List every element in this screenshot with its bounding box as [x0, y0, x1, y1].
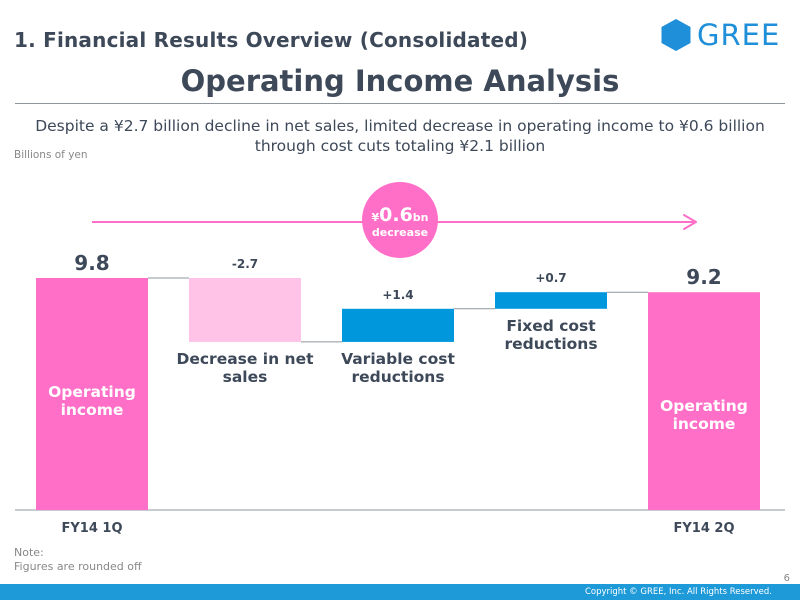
bar-inner-label: Operating	[660, 397, 748, 415]
subtitle-line-2: through cost cuts totaling ¥2.1 billion	[254, 137, 546, 155]
bar-3	[342, 308, 454, 342]
bar-5	[648, 292, 760, 510]
arrow-head-icon	[683, 214, 697, 230]
category-label: reductions	[351, 368, 444, 386]
bar-inner-label: Operating	[48, 383, 136, 401]
data-label-delta: +1.4	[382, 288, 413, 302]
bar-1	[36, 278, 148, 510]
hexagon-logo-icon	[661, 19, 691, 51]
footer-bar: Copyright © GREE, Inc. All Rights Reserv…	[0, 584, 800, 600]
bar-2	[189, 278, 301, 342]
footnote-title: Note:	[14, 546, 44, 559]
category-label: Fixed cost	[506, 317, 596, 335]
category-label: sales	[223, 368, 268, 386]
data-label-total: 9.2	[686, 265, 721, 289]
copyright: Copyright © GREE, Inc. All Rights Reserv…	[584, 587, 772, 597]
category-label: Decrease in net	[176, 350, 314, 368]
brand-name: GREE	[697, 18, 781, 52]
category-label: Variable cost	[341, 350, 455, 368]
page-title: Operating Income Analysis	[180, 64, 620, 98]
category-label: reductions	[504, 335, 597, 353]
bar-inner-label: income	[673, 415, 736, 433]
subtitle-line-1: Despite a ¥2.7 billion decline in net sa…	[35, 117, 765, 135]
x-tick-label: FY14 1Q	[61, 521, 122, 536]
section-title: 1. Financial Results Overview (Consolida…	[14, 28, 529, 52]
bar-inner-label: income	[61, 401, 124, 419]
decrease-label: decrease	[372, 226, 428, 239]
data-label-total: 9.8	[74, 251, 109, 275]
unit-label: Billions of yen	[14, 149, 88, 161]
decrease-amount: ¥0.6bn	[371, 204, 428, 226]
title-divider	[15, 103, 785, 104]
footnote: Note: Figures are rounded off	[14, 546, 142, 574]
x-tick-label: FY14 2Q	[673, 521, 734, 536]
bar-4	[495, 292, 607, 309]
footnote-text: Figures are rounded off	[14, 560, 142, 573]
data-label-delta: +0.7	[535, 271, 566, 285]
decrease-bubble	[362, 182, 438, 258]
subtitle: Despite a ¥2.7 billion decline in net sa…	[20, 116, 780, 156]
data-label-delta: -2.7	[232, 257, 258, 271]
gree-logo: GREE	[660, 18, 780, 52]
page-number: 6	[783, 573, 790, 584]
